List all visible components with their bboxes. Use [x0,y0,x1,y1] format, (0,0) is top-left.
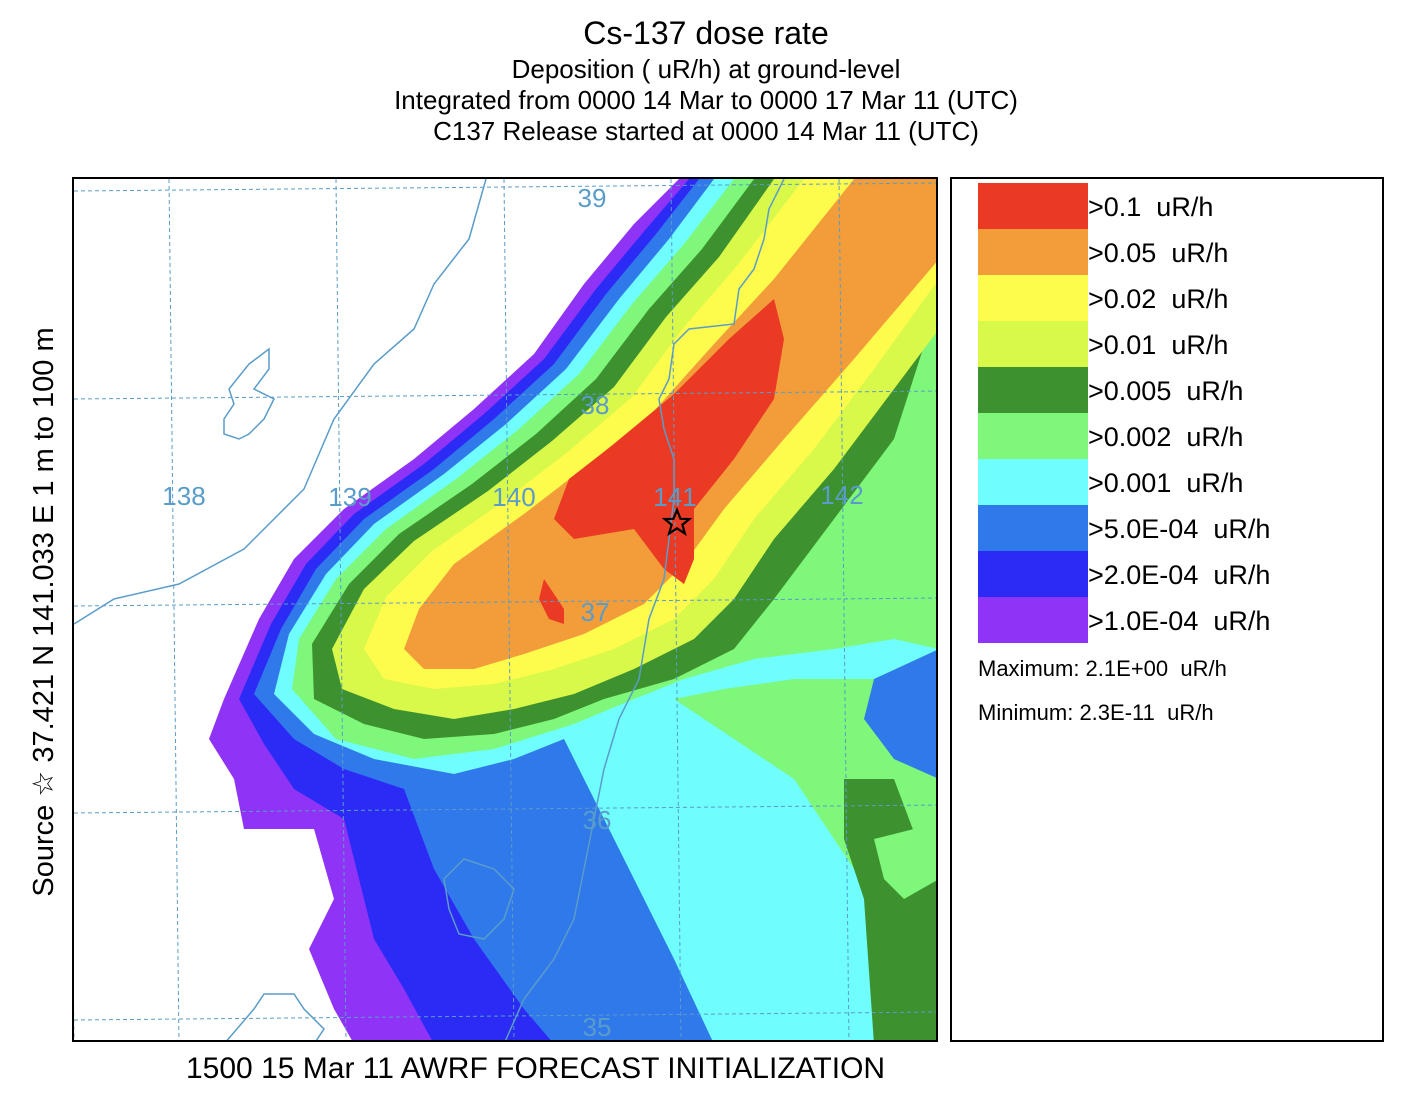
legend-swatch [978,229,1088,275]
maximum-value: Maximum: 2.1E+00 uR/h [978,656,1227,681]
longitude-label: 142 [820,480,863,510]
legend-swatch [978,505,1088,551]
legend-swatch [978,275,1088,321]
legend-label: >0.001 uR/h [1088,468,1244,498]
lat-lon-grid [74,179,936,1040]
latitude-label: 38 [581,390,610,420]
legend-item: >0.02 uR/h [978,275,1378,321]
subtitle-integration-period: Integrated from 0000 14 Mar to 0000 17 M… [394,85,1018,115]
legend-item: >0.001 uR/h [978,459,1378,505]
parallel-line [74,390,936,400]
legend-swatch [978,367,1088,413]
forecast-initialization-label: 1500 15 Mar 11 AWRF FORECAST INITIALIZAT… [186,1052,886,1085]
latitude-label: 39 [578,183,607,213]
island-sado [223,347,276,440]
legend-label: >0.02 uR/h [1088,284,1229,314]
source-location-label: Source ☆ 37.421 N 141.033 E 1 m to 100 m [28,327,60,897]
legend-label: >1.0E-04 uR/h [1088,606,1271,636]
legend-item: >5.0E-04 uR/h [978,505,1378,551]
legend-item: >0.01 uR/h [978,321,1378,367]
legend-label: >0.05 uR/h [1088,238,1229,268]
legend-item: >0.05 uR/h [978,229,1378,275]
title-block: Cs-137 dose rate Deposition ( uR/h) at g… [0,12,1412,147]
chart-title: Cs-137 dose rate [583,15,829,51]
subtitle-release-start: C137 Release started at 0000 14 Mar 11 (… [433,116,979,146]
legend-item: >0.002 uR/h [978,413,1378,459]
latitude-label: 37 [581,597,610,627]
band-patch-east [864,650,936,778]
legend-swatch [978,459,1088,505]
latitude-label: 35 [583,1012,612,1042]
coastline-peninsula [443,858,515,940]
longitude-label: 141 [653,482,696,512]
coastline-bay [226,993,325,1040]
parallel-line [74,182,936,192]
legend-item: >0.1 uR/h [978,183,1378,229]
legend-label: >0.1 uR/h [1088,192,1214,222]
legend-swatch [978,413,1088,459]
legend-panel: >0.1 uR/h >0.05 uR/h >0.02 uR/h >0.01 uR/h >… [950,177,1384,1042]
latitude-labels: 39 38 37 36 35 [578,183,612,1042]
legend-item: >0.005 uR/h [978,367,1378,413]
legend-label: >5.0E-04 uR/h [1088,514,1271,544]
legend-swatch [978,321,1088,367]
legend-item: >1.0E-04 uR/h [978,597,1378,643]
longitude-label: 138 [162,481,205,511]
source-marker [661,507,693,537]
latitude-label: 36 [583,805,612,835]
longitude-labels: 138 139 140 141 142 [162,480,863,512]
dose-rate-map: 138 139 140 141 142 39 38 37 36 35 [74,179,936,1042]
meridian-line [168,179,180,1040]
legend-label: >2.0E-04 uR/h [1088,560,1271,590]
map-panel: 138 139 140 141 142 39 38 37 36 35 [72,177,938,1042]
parallel-line [74,1011,936,1021]
longitude-label: 139 [328,482,371,512]
coastline-west [74,179,487,625]
coastline [74,179,785,1040]
legend-label: >0.002 uR/h [1088,422,1244,452]
parallel-line [74,804,936,814]
star-icon [661,507,693,537]
legend-item: >2.0E-04 uR/h [978,551,1378,597]
legend-label: >0.005 uR/h [1088,376,1244,406]
legend-swatch [978,551,1088,597]
minimum-value: Minimum: 2.3E-11 uR/h [978,700,1214,725]
legend-label: >0.01 uR/h [1088,330,1229,360]
band-patch-southeast-lightgreen [874,829,936,899]
subtitle-deposition: Deposition ( uR/h) at ground-level [511,54,901,84]
parallel-line [74,597,936,607]
band-0-1 [539,299,784,624]
coastline-honshu-east [504,179,785,1040]
legend-swatch [978,597,1088,643]
legend-swatch [978,183,1088,229]
longitude-label: 140 [492,482,535,512]
